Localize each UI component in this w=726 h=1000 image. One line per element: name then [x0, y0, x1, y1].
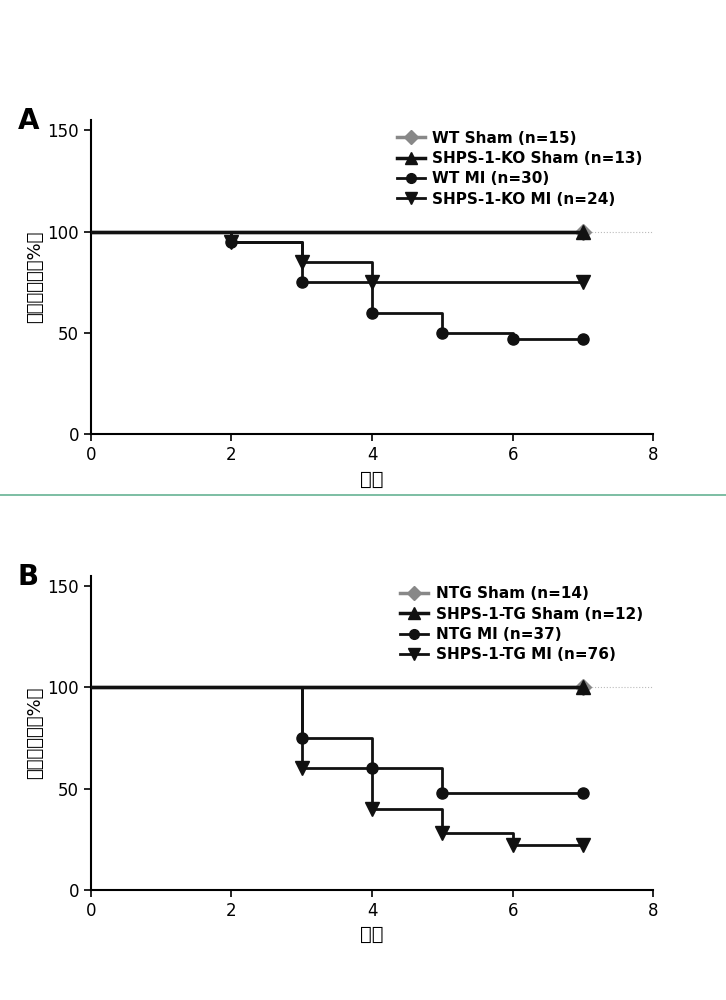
Legend: NTG Sham (n=14), SHPS-1-TG Sham (n=12), NTG MI (n=37), SHPS-1-TG MI (n=76): NTG Sham (n=14), SHPS-1-TG Sham (n=12), … [397, 583, 645, 666]
X-axis label: 天数: 天数 [360, 925, 384, 944]
Y-axis label: 累计存活率（%）: 累计存活率（%） [27, 231, 44, 323]
Legend: WT Sham (n=15), SHPS-1-KO Sham (n=13), WT MI (n=30), SHPS-1-KO MI (n=24): WT Sham (n=15), SHPS-1-KO Sham (n=13), W… [394, 128, 645, 210]
Text: B: B [17, 563, 38, 591]
Y-axis label: 累计存活率（%）: 累计存活率（%） [27, 687, 44, 779]
X-axis label: 天数: 天数 [360, 470, 384, 489]
Text: A: A [17, 107, 39, 135]
